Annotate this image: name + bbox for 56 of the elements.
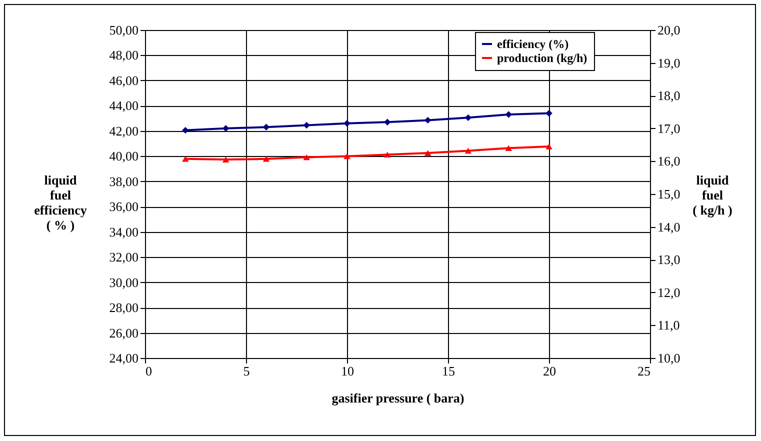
point [182,156,189,162]
y-tick-label: 34,00 [109,224,138,240]
y-tick-label: 48,00 [109,48,138,63]
point [505,145,512,151]
point [182,126,189,134]
y-tick-label: 44,00 [109,98,138,114]
x-axis-title: gasifier pressure ( bara) [332,390,464,406]
y-tick-label: 36,00 [109,199,138,214]
point [344,120,350,127]
point [464,114,472,122]
point [344,153,350,160]
point [464,148,472,154]
y-tick-label: 32,00 [109,250,138,265]
y-tick-label: 30,00 [109,274,138,290]
point [505,111,512,118]
y-tick-label: 42,00 [109,123,138,138]
point [424,116,432,124]
y-tick-label: 46,00 [109,72,138,88]
y2-tick-label: 11,0 [658,318,680,333]
y-tick-label: 26,00 [109,325,138,340]
y2-tick-label: 13,0 [658,252,680,268]
point [546,144,552,150]
point [303,154,310,160]
y2-tick-label: 20,0 [658,22,680,38]
point [222,125,230,132]
x-tick-label: 20 [543,364,556,378]
y2-tick-label: 12,0 [658,284,680,300]
point [384,152,391,158]
y2-tick-label: 15,0 [658,186,680,202]
y2-tick-label: 18,0 [658,88,680,104]
y-tick-label: 28,00 [109,300,138,316]
y-tick-label: 24,00 [109,350,138,366]
y-axis-title: liquid fuel efficiency ( % ) [34,172,88,232]
x-tick-label: 25 [638,364,650,378]
y2-tick-label: 17,0 [658,120,680,136]
x-tick-label: 0 [146,364,152,378]
point [262,156,270,162]
point [262,124,270,130]
y-tick-label: 40,00 [109,148,138,164]
legend-label: efficiency (%) [497,37,569,51]
y2-tick-label: 14,0 [658,219,680,234]
x-tick-label: 10 [341,364,354,378]
y2-axis-title: liquid fuel ( kg/h ) [692,172,732,218]
y2-tick-label: 19,0 [658,55,680,70]
y-tick-label: 38,00 [109,174,138,189]
y2-tick-label: 10,0 [658,350,680,366]
x-tick-label: 5 [243,364,250,378]
point [303,122,310,129]
y-tick-label: 50,00 [109,22,138,38]
point [384,118,391,126]
y2-tick-label: 16,0 [658,154,680,169]
point [546,110,552,117]
legend-label: production (kg/h) [497,51,588,65]
x-tick-label: 15 [442,364,455,378]
point [222,156,230,162]
point [424,150,432,156]
